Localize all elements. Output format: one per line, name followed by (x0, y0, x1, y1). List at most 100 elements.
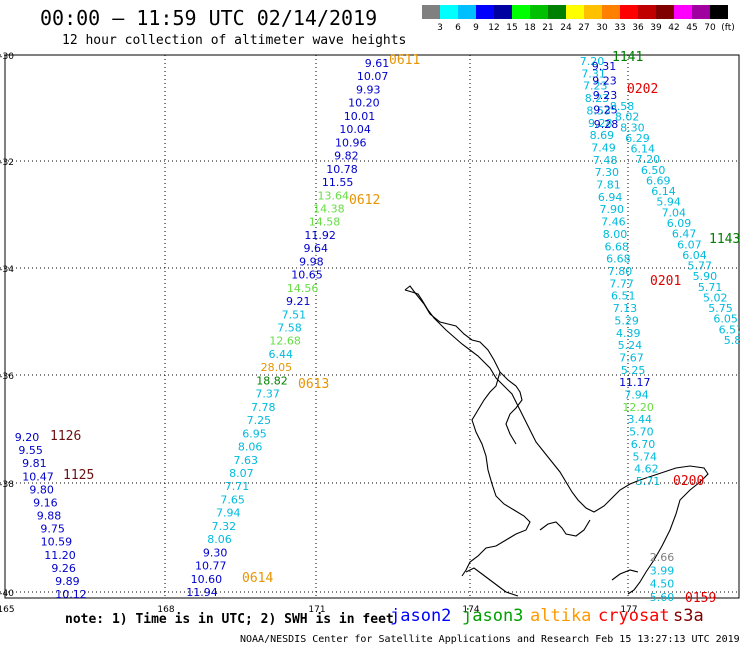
satellite-altika: altika (530, 606, 592, 626)
wave-height-value: 5.77 (687, 260, 712, 273)
wave-height-value: 6.05 (713, 313, 738, 326)
color-scale-tick: 15 (506, 23, 518, 33)
track-0159-values: 2.663.994.505.60 (650, 551, 675, 604)
wave-height-value: 7.49 (591, 141, 616, 154)
color-scale-tick: 30 (596, 23, 608, 33)
wave-height-value: 7.94 (624, 389, 649, 402)
color-swatch (710, 5, 728, 19)
wave-height-value: 6.04 (682, 249, 707, 262)
wave-height-value: 9.21 (286, 295, 311, 308)
wave-height-value: 12.20 (622, 401, 654, 414)
wave-height-value: 9.81 (22, 457, 47, 470)
label-1126: 1126 (50, 429, 81, 444)
wave-height-value: 4.62 (634, 463, 659, 476)
wave-height-value: 6.95 (242, 427, 267, 440)
wave-height-value: 9.75 (40, 523, 65, 536)
wave-height-value: 8.06 (238, 441, 263, 454)
wave-height-value: 9.80 (29, 483, 54, 496)
color-swatch (656, 5, 674, 19)
wave-height-value: 7.25 (247, 414, 272, 427)
track-0202-values: 9.31 9.239.23 9.259.28 (592, 60, 619, 131)
wave-height-value: 9.88 (37, 510, 62, 523)
label-0159: 0159 (685, 591, 716, 606)
color-swatch (458, 5, 476, 19)
wave-height-value: 9.61 (365, 57, 390, 70)
wave-height-value: 7.20 (580, 55, 605, 68)
wave-height-value: 9.64 (304, 242, 329, 255)
wave-height-value: 6.44 (269, 348, 294, 361)
wave-height-value: 3.44 (628, 413, 653, 426)
map-subtitle: 12 hour collection of altimeter wave hei… (62, 33, 407, 48)
wave-height-value: 6.29 (625, 132, 650, 145)
label-0614: 0614 (242, 571, 273, 586)
pass-time-labels: 0611 0612 0613 0614 1126 1125 1141 0202 1143 0201… (50, 50, 740, 606)
credit-line: NOAA/NESDIS Center for Satellite Applica… (240, 634, 740, 645)
wave-height-value: 5.71 (636, 475, 661, 488)
color-scale-tick: 39 (650, 23, 662, 33)
color-scale-tick: 70 (704, 23, 716, 33)
longitude-labels: 165 168 171 174 177 (0, 605, 638, 615)
satellite-jason3: jason3 (462, 606, 524, 626)
wave-height-value: 14.58 (309, 216, 341, 229)
wave-height-value: 6.14 (651, 185, 676, 198)
color-scale-tick: 27 (578, 23, 590, 33)
map-frame (4, 54, 740, 599)
color-scale-tick: 3 (437, 23, 443, 33)
wave-height-value: 18.82 (256, 374, 288, 387)
wave-height-value: 2.66 (650, 551, 675, 564)
wave-height-value: 8.00 (603, 228, 628, 241)
label-1143: 1143 (709, 232, 740, 247)
color-scale-tick: 6 (455, 23, 461, 33)
color-scale-tick: 33 (614, 23, 626, 33)
wave-height-value: 6.09 (667, 217, 692, 230)
longitude-label: 171 (308, 605, 325, 615)
color-swatch (584, 5, 602, 19)
wave-height-value: 7.71 (225, 480, 250, 493)
color-scale-tick: 9 (473, 23, 479, 33)
latitude-label: -34 (0, 265, 14, 275)
wave-height-value: 10.12 (55, 588, 87, 601)
wave-height-value: 6.68 (606, 253, 631, 266)
wave-height-value: 9.55 (18, 444, 43, 457)
color-swatch (638, 5, 656, 19)
wave-height-value: 7.77 (609, 277, 634, 290)
wave-height-value: 7.90 (600, 203, 625, 216)
wave-height-value: 8.30 (620, 121, 645, 134)
wave-height-value: 3.99 (650, 564, 675, 577)
wave-height-value: 10.59 (41, 536, 73, 549)
wave-height-value: 10.07 (357, 70, 389, 83)
wave-height-value: 8.58 (610, 100, 635, 113)
wave-height-value: 4.50 (650, 578, 675, 591)
label-1141: 1141 (612, 50, 643, 65)
wave-height-value: 6.69 (646, 174, 671, 187)
wave-height-value: 5.75 (708, 302, 733, 315)
wave-height-value: 5.25 (621, 364, 646, 377)
wave-height-value: 5.86 (724, 334, 740, 347)
wave-height-value: 8.69 (590, 129, 615, 142)
wave-height-value: 9.28 (588, 117, 613, 130)
color-swatch (548, 5, 566, 19)
wave-height-value: 7.48 (593, 154, 618, 167)
wave-height-value: 6.14 (630, 143, 655, 156)
wave-height-value: 5.02 (703, 291, 728, 304)
color-scale-tick: 36 (632, 23, 644, 33)
wave-height-value: 10.04 (339, 123, 371, 136)
wave-height-value: 13.64 (318, 189, 350, 202)
map-title: 00:00 – 11:59 UTC 02/14/2019 (40, 6, 378, 30)
wave-height-value: 14.56 (287, 282, 319, 295)
satellite-jason2: jason2 (390, 606, 452, 626)
wave-height-value: 9.89 (55, 575, 80, 588)
lat-lon-grid (0, 54, 740, 599)
wave-height-value: 8.53 (586, 104, 611, 117)
color-swatch (530, 5, 548, 19)
longitude-label: 174 (462, 605, 479, 615)
wave-height-value: 6.70 (631, 438, 656, 451)
wave-height-value: 28.05 (261, 361, 293, 374)
wave-height-tracks: 9.6110.079.9310.2010.0110.0410.969.8210.… (15, 55, 740, 604)
wave-height-value: 7.67 (619, 351, 644, 364)
wave-height-value: 6.57 (719, 323, 740, 336)
legend-note: note: 1) Time is in UTC; 2) SWH is in fe… (65, 612, 394, 627)
wave-height-value: 10.96 (335, 136, 367, 149)
wave-height-value: 5.70 (629, 426, 654, 439)
